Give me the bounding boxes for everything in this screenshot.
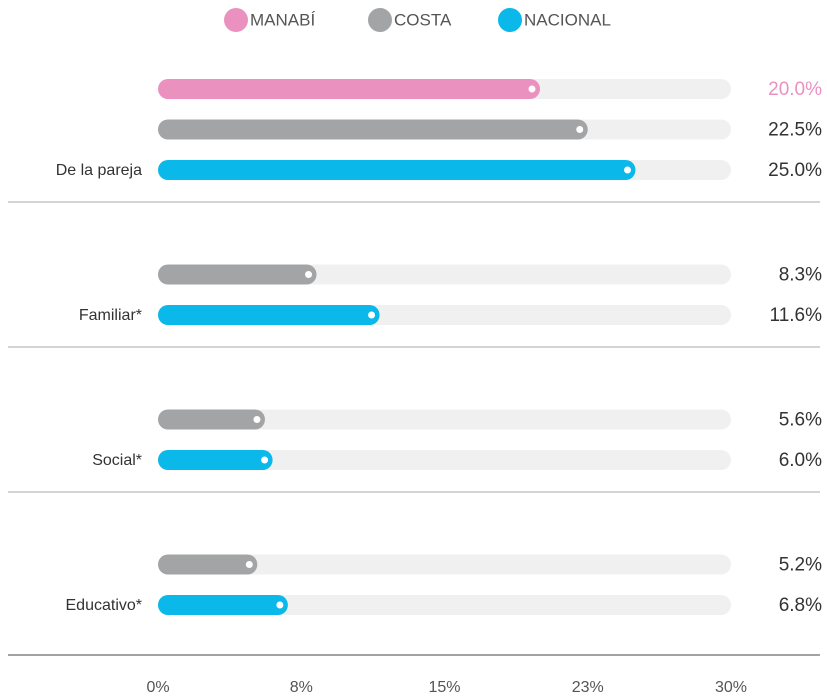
value-label: 5.6% [779,410,822,431]
value-label: 25.0% [768,160,822,181]
bar-end-dot [575,125,585,134]
bar [158,409,265,430]
legend-swatch [368,8,392,32]
legend-label: MANABÍ [250,10,315,29]
bar [158,450,273,470]
bar-end-dot [244,560,254,569]
x-tick-label: 0% [146,679,169,695]
x-tick-label: 8% [290,679,313,695]
value-label: 5.2% [779,555,822,576]
bar [158,160,636,180]
bar [158,79,540,99]
bar [158,119,588,140]
category-label: Social* [92,452,142,469]
category-label: De la pareja [56,162,142,179]
value-label: 11.6% [770,305,823,326]
legend-swatch [498,8,522,32]
legend-swatch [224,8,248,32]
bar-track [158,554,731,575]
bar [158,554,258,575]
bar-end-dot [304,270,314,279]
bar-track [158,409,731,430]
bar-end-dot [252,415,262,424]
x-tick-label: 23% [572,679,604,695]
bar-end-dot [275,600,285,610]
bar-end-dot [623,165,632,175]
value-label: 6.8% [779,595,822,616]
legend-label: COSTA [394,10,452,29]
category-label: Educativo* [66,597,143,614]
value-label: 8.3% [779,265,822,286]
bar-end-dot [260,455,270,465]
bar-track [158,595,731,615]
category-label: Familiar* [79,307,142,324]
bar-track [158,450,731,470]
bar [158,264,317,285]
bar [158,595,288,615]
value-label: 6.0% [779,450,822,471]
value-label: 22.5% [768,120,822,141]
x-tick-label: 30% [715,679,747,695]
bar-end-dot [527,84,537,94]
bar [158,305,380,325]
value-label: 20.0% [768,79,822,100]
bar-end-dot [367,310,377,320]
x-tick-label: 15% [428,679,460,695]
legend-label: NACIONAL [524,10,611,29]
